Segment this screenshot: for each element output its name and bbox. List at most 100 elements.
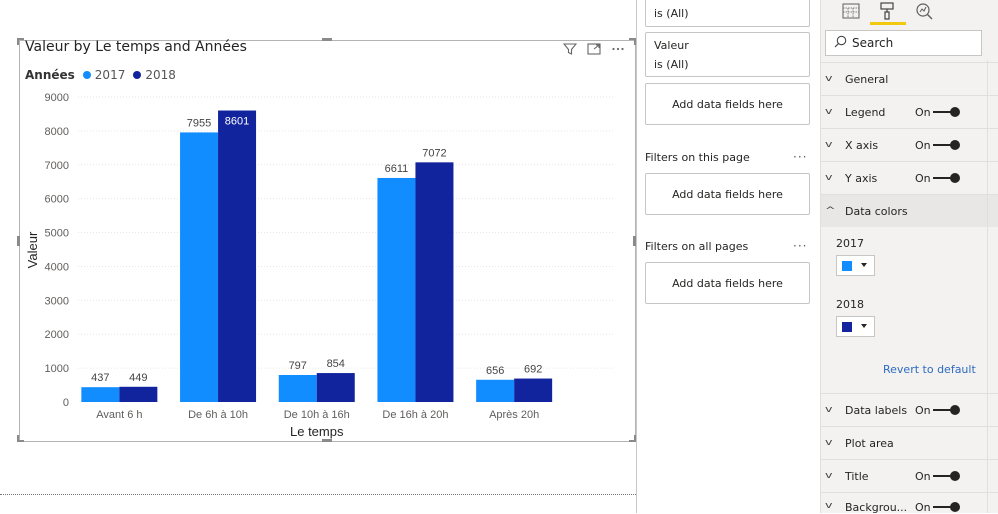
section-label: Data colors — [845, 204, 908, 218]
chevron-down-icon: v — [825, 501, 833, 511]
filter-card-partial[interactable]: is (All) — [645, 0, 810, 27]
all-pages-filters-title: Filters on all pages — [645, 240, 749, 253]
section-title[interactable]: v Title On — [821, 459, 998, 492]
format-search-input[interactable]: Search — [825, 30, 982, 56]
chevron-up-icon: ^ — [825, 206, 836, 216]
y-tick-label: 2000 — [45, 329, 69, 341]
resize-handle-top[interactable] — [322, 38, 332, 41]
color-picker-2017[interactable] — [836, 255, 875, 276]
data-label: 6611 — [385, 163, 409, 175]
section-y-axis[interactable]: v Y axis On — [821, 161, 998, 194]
x-tick-label: Après 20h — [489, 409, 539, 421]
resize-handle-top-right[interactable] — [629, 38, 636, 40]
chevron-down-icon: v — [825, 405, 833, 415]
resize-handle-left[interactable] — [17, 236, 20, 246]
chevron-down-icon: v — [825, 471, 833, 481]
data-label: 449 — [129, 372, 147, 384]
section-label: Y axis — [845, 171, 878, 185]
data-label: 437 — [91, 372, 109, 384]
resize-handle-bottom-right[interactable] — [634, 435, 636, 442]
page-filters-more-icon[interactable]: ··· — [793, 150, 808, 164]
chevron-down-icon: v — [825, 173, 833, 183]
x-tick-label: De 16h à 20h — [382, 409, 448, 421]
y-tick-label: 8000 — [45, 126, 69, 138]
y-tick-label: 7000 — [45, 160, 69, 172]
toggle-state: On — [915, 403, 931, 417]
legend-toggle[interactable] — [933, 107, 962, 117]
background-toggle[interactable] — [933, 502, 962, 512]
data-label: 692 — [524, 364, 542, 376]
resize-handle-bottom-right[interactable] — [629, 440, 636, 442]
data-color-label-2017: 2017 — [836, 237, 864, 250]
section-label: Legend — [845, 105, 886, 119]
toggle-state: On — [915, 501, 931, 514]
canvas-divider — [636, 0, 637, 513]
resize-handle-top-left[interactable] — [17, 38, 24, 40]
section-background[interactable]: v Backgrou... On — [821, 492, 998, 514]
all-pages-filters-drop-zone[interactable]: Add data fields here — [645, 262, 810, 304]
caret-down-icon — [861, 263, 867, 267]
focus-mode-icon[interactable] — [587, 42, 601, 60]
fields-icon[interactable] — [838, 0, 864, 22]
legend-title: Années — [25, 68, 75, 82]
chart-title: Valeur by Le temps and Années — [25, 39, 247, 55]
chart-legend: Années 2017 2018 — [25, 68, 180, 82]
legend-item-2017[interactable]: 2017 — [94, 68, 126, 82]
legend-marker-2018 — [133, 71, 142, 79]
chart-plot: 0 1000 2000 3000 4000 5000 6000 7000 8000 9000 437… — [25, 92, 615, 439]
data-label: 656 — [486, 365, 504, 377]
format-paint-icon[interactable] — [873, 0, 901, 22]
y-axis-toggle[interactable] — [933, 173, 962, 183]
y-tick-label: 0 — [63, 397, 69, 409]
page-filters-title: Filters on this page — [645, 151, 750, 164]
all-pages-filters-more-icon[interactable]: ··· — [793, 239, 808, 253]
y-tick-label: 4000 — [45, 261, 69, 273]
resize-handle-top-right[interactable] — [634, 38, 636, 45]
color-picker-2018[interactable] — [836, 316, 875, 337]
toggle-state: On — [915, 469, 931, 483]
title-toggle[interactable] — [933, 471, 962, 481]
revert-to-default-link[interactable]: Revert to default — [883, 363, 976, 376]
section-label: Title — [845, 469, 869, 483]
legend-item-2018[interactable]: 2018 — [145, 68, 176, 82]
section-label: General — [845, 72, 889, 86]
data-label: 797 — [289, 360, 307, 372]
section-x-axis[interactable]: v X axis On — [821, 128, 998, 161]
resize-handle-top-left[interactable] — [17, 38, 19, 45]
section-plot-area[interactable]: v Plot area — [821, 426, 998, 459]
resize-handle-bottom-left[interactable] — [17, 435, 19, 442]
filter-card-valeur[interactable]: Valeur is (All) — [645, 32, 810, 77]
format-pane-scrollbar[interactable] — [987, 60, 988, 513]
chevron-down-icon: v — [825, 107, 833, 117]
bar-2017 — [377, 177, 416, 402]
section-data-colors[interactable]: ^ Data colors — [821, 194, 998, 227]
data-labels-toggle[interactable] — [933, 405, 962, 415]
visual-filters-drop-zone[interactable]: Add data fields here — [645, 83, 810, 125]
filter-icon[interactable] — [562, 42, 578, 60]
resize-handle-right[interactable] — [633, 236, 636, 246]
section-general[interactable]: v General — [821, 62, 998, 95]
x-axis-title: Le temps — [290, 424, 344, 439]
bar-2018 — [415, 162, 454, 402]
resize-handle-bottom-left[interactable] — [17, 440, 24, 442]
y-tick-label: 3000 — [45, 295, 69, 307]
toggle-state: On — [915, 171, 931, 185]
analytics-icon[interactable] — [910, 0, 938, 22]
bar-2018 — [514, 378, 553, 402]
report-canvas — [0, 0, 636, 513]
legend-marker-2017 — [82, 71, 91, 79]
page-filters-drop-zone[interactable]: Add data fields here — [645, 173, 810, 215]
resize-handle-bottom[interactable] — [322, 439, 332, 442]
section-label: Data labels — [845, 403, 908, 417]
visual-header — [562, 42, 625, 60]
filter-card-value: is (All) — [654, 7, 689, 20]
page-boundary — [0, 494, 636, 495]
y-tick-label: 6000 — [45, 194, 69, 206]
section-data-labels[interactable]: v Data labels On — [821, 393, 998, 426]
caret-down-icon — [861, 324, 867, 328]
data-label: 8601 — [225, 116, 249, 128]
section-legend[interactable]: v Legend On — [821, 95, 998, 128]
color-swatch — [842, 261, 852, 271]
x-axis-toggle[interactable] — [933, 140, 962, 150]
more-options-icon[interactable] — [611, 42, 625, 60]
